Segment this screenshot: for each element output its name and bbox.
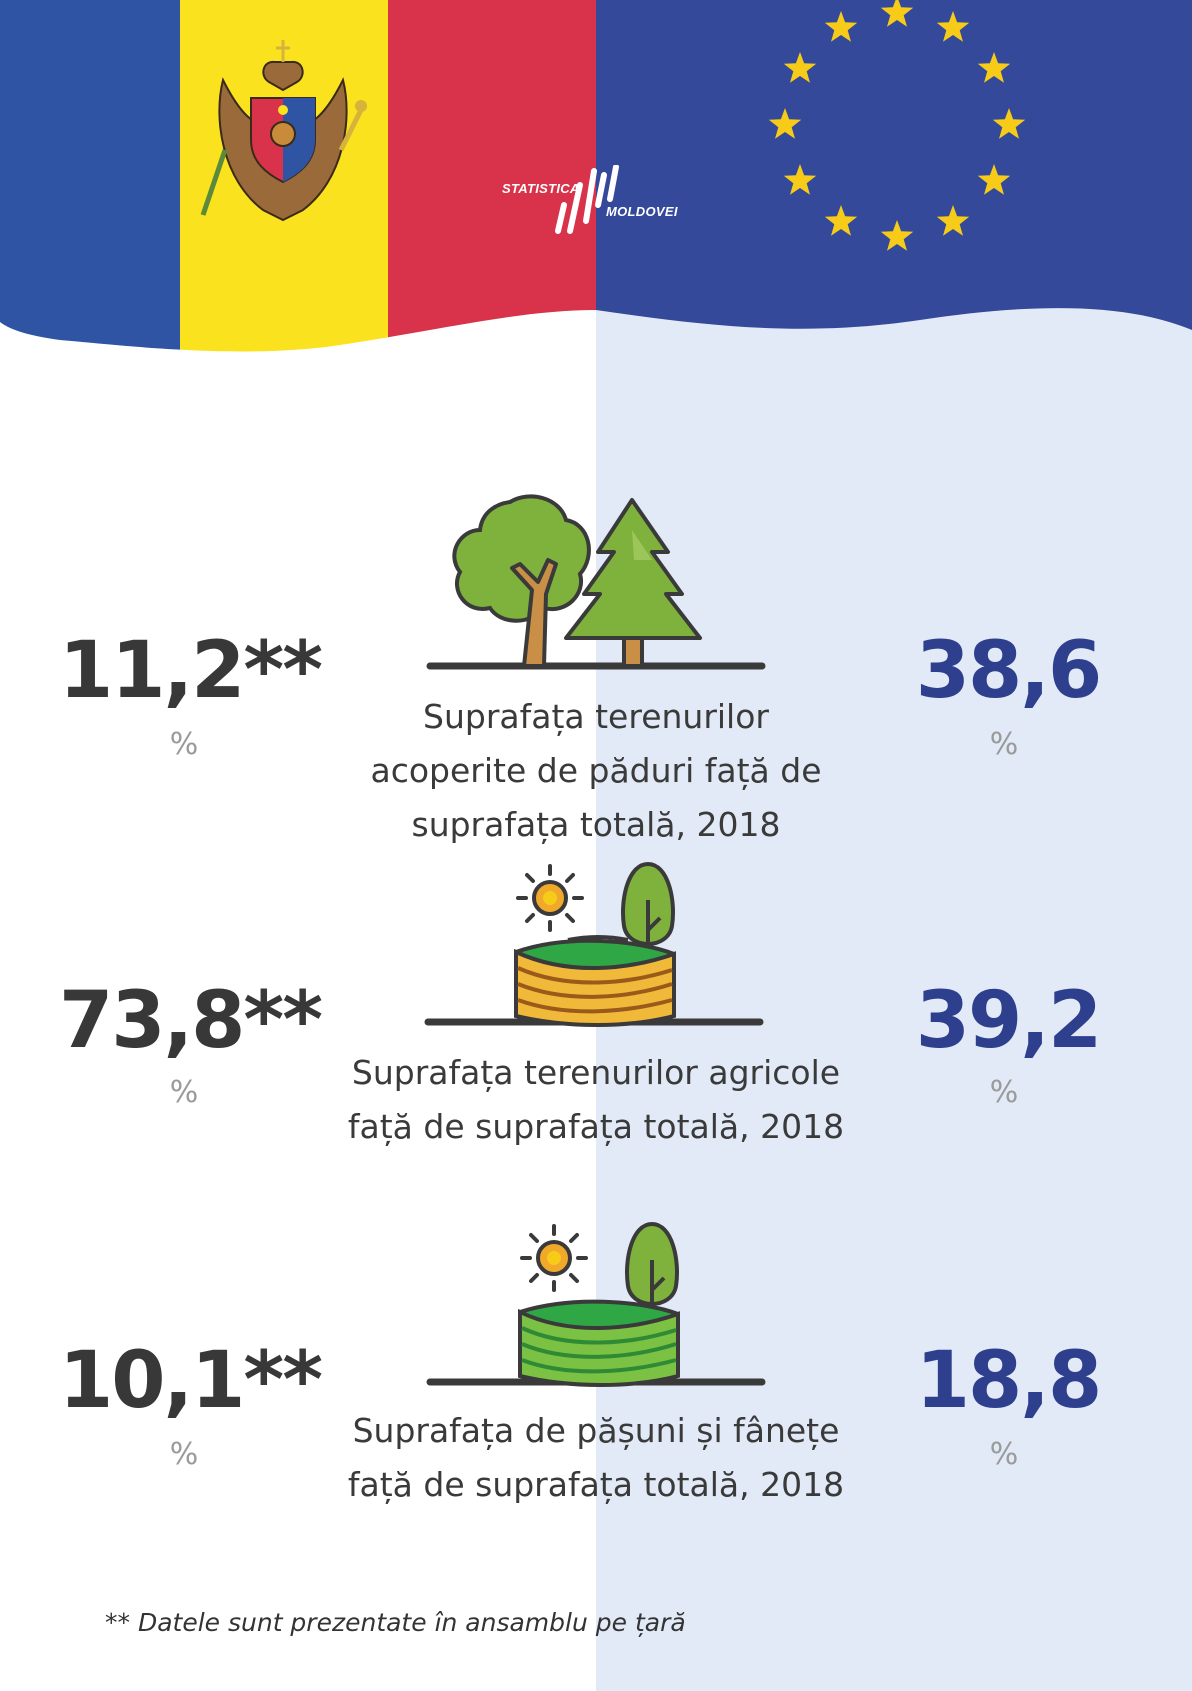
caption-line: Suprafața terenurilor xyxy=(423,697,769,736)
forest-caption: Suprafața terenurilor acoperite de pădur… xyxy=(316,690,876,852)
moldova-pasture-unit: % xyxy=(169,1437,199,1472)
logo-bars-icon xyxy=(555,165,619,234)
agricultural-field-icon xyxy=(424,861,764,1027)
eu-pasture-unit: % xyxy=(989,1437,1019,1472)
eu-agricultural-unit: % xyxy=(989,1075,1019,1110)
forest-trees-icon xyxy=(426,494,766,670)
eu-star-icon xyxy=(977,164,1011,195)
sun-icon xyxy=(520,1224,588,1292)
moldova-forest-unit: % xyxy=(169,727,199,762)
moldova-agricultural-value: 73,8** xyxy=(58,976,323,1066)
moldova-forest-value: 11,2** xyxy=(58,626,323,716)
statistica-moldovei-logo: STATISTICA MOLDOVEI xyxy=(500,165,700,245)
eu-star-icon xyxy=(824,11,858,42)
eu-star-icon xyxy=(992,108,1026,139)
moldova-agricultural-unit: % xyxy=(169,1075,199,1110)
eu-forest-unit: % xyxy=(989,727,1019,762)
caption-line: față de suprafața totală, 2018 xyxy=(347,1107,845,1146)
caption-line: față de suprafața totală, 2018 xyxy=(347,1465,845,1504)
eu-star-icon xyxy=(824,205,858,236)
coat-of-arms-icon xyxy=(200,40,367,222)
eu-forest-value: 38,6 xyxy=(915,626,1102,716)
sun-icon xyxy=(516,864,584,932)
eu-star-icon xyxy=(768,108,802,139)
caption-line: suprafața totală, 2018 xyxy=(411,805,781,844)
eu-star-icon xyxy=(936,11,970,42)
logo-text-statistica: STATISTICA xyxy=(502,181,580,196)
caption-line: Suprafața de pășuni și fânețe xyxy=(352,1411,840,1450)
eu-star-icon xyxy=(880,0,914,27)
logo-text-moldovei: MOLDOVEI xyxy=(606,204,678,219)
eu-star-icon xyxy=(783,164,817,195)
moldova-pasture-value: 10,1** xyxy=(58,1336,323,1426)
eu-star-icon xyxy=(783,52,817,83)
caption-line: acoperite de păduri față de xyxy=(370,751,822,790)
caption-line: Suprafața terenurilor agricole xyxy=(351,1053,841,1092)
eu-pasture-value: 18,8 xyxy=(915,1336,1102,1426)
eu-star-icon xyxy=(977,52,1011,83)
agricultural-caption: Suprafața terenurilor agricole față de s… xyxy=(316,1046,876,1154)
pasture-caption: Suprafața de pășuni și fânețe față de su… xyxy=(316,1404,876,1512)
eu-agricultural-value: 39,2 xyxy=(915,976,1102,1066)
pasture-meadow-icon xyxy=(426,1221,766,1387)
footnote: ** Datele sunt prezentate în ansamblu pe… xyxy=(105,1608,686,1637)
flags-header xyxy=(0,0,1192,352)
moldova-flag xyxy=(0,0,596,352)
eu-star-icon xyxy=(936,205,970,236)
eu-star-icon xyxy=(880,220,914,251)
eu-flag xyxy=(596,0,1192,330)
